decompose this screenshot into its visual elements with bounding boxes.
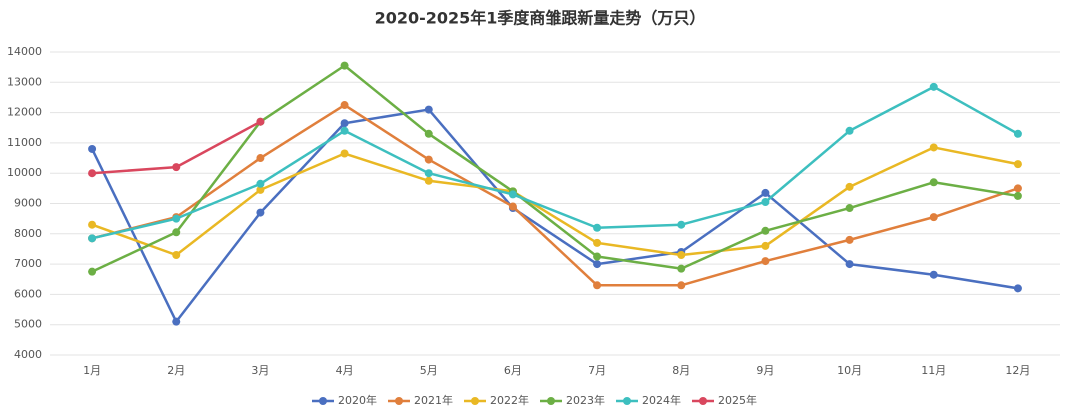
series-line (91, 85, 1019, 240)
point (256, 208, 265, 217)
point (1013, 191, 1022, 200)
chart-title: 2020-2025年1季度商雏跟新量走势（万只） (375, 9, 706, 28)
point (508, 202, 517, 211)
point (88, 220, 97, 229)
x-tick-label: 5月 (420, 364, 438, 377)
point (340, 149, 349, 158)
legend-label: 2024年 (642, 393, 681, 407)
point (256, 154, 265, 163)
point (424, 129, 433, 138)
point (761, 226, 770, 235)
point (929, 178, 938, 187)
point (172, 163, 181, 172)
point (929, 213, 938, 222)
point (256, 179, 265, 188)
point (761, 188, 770, 197)
x-tick-label: 1月 (83, 364, 101, 377)
x-tick-label: 2月 (167, 364, 185, 377)
x-tick-label: 12月 (1005, 364, 1030, 377)
point (593, 281, 602, 290)
point (1013, 284, 1022, 293)
point (172, 228, 181, 237)
legend-marker (319, 397, 327, 405)
y-tick-label: 11000 (7, 136, 42, 149)
point (677, 251, 686, 260)
point (677, 281, 686, 290)
point (677, 220, 686, 229)
y-tick-label: 13000 (7, 75, 42, 88)
point (340, 119, 349, 128)
point (929, 270, 938, 279)
point (845, 182, 854, 191)
legend-marker (623, 397, 631, 405)
point (172, 214, 181, 223)
x-tick-label: 9月 (756, 364, 774, 377)
point (593, 260, 602, 269)
point (1013, 184, 1022, 193)
point (424, 105, 433, 114)
series-line (91, 64, 1019, 273)
point (88, 267, 97, 276)
point (88, 234, 97, 243)
y-tick-label: 5000 (14, 318, 42, 331)
y-tick-label: 9000 (14, 197, 42, 210)
point (845, 126, 854, 135)
point (88, 144, 97, 153)
y-tick-label: 7000 (14, 257, 42, 270)
point (845, 235, 854, 244)
point (845, 260, 854, 269)
series-line (90, 108, 1019, 323)
point (172, 317, 181, 326)
legend-marker (547, 397, 555, 405)
point (761, 197, 770, 206)
point (340, 61, 349, 70)
point (340, 126, 349, 135)
point (929, 143, 938, 152)
point (1013, 160, 1022, 169)
y-tick-label: 8000 (14, 227, 42, 240)
legend-marker (699, 397, 707, 405)
point (845, 204, 854, 213)
point (424, 169, 433, 178)
series-line (91, 146, 1019, 257)
point (256, 185, 265, 194)
y-tick-label: 10000 (7, 166, 42, 179)
legend-label: 2020年 (338, 393, 377, 407)
x-tick-label: 8月 (672, 364, 690, 377)
point (1013, 129, 1022, 138)
legend-label: 2025年 (718, 393, 757, 407)
point (593, 223, 602, 232)
point (761, 257, 770, 266)
x-tick-label: 7月 (588, 364, 606, 377)
x-tick-label: 3月 (251, 364, 269, 377)
point (593, 252, 602, 261)
point (761, 241, 770, 250)
y-tick-label: 12000 (7, 106, 42, 119)
legend-label: 2023年 (566, 393, 605, 407)
x-tick-label: 11月 (921, 364, 946, 377)
point (593, 238, 602, 247)
point (424, 155, 433, 164)
legend-label: 2021年 (414, 393, 453, 407)
point (256, 117, 265, 126)
y-tick-label: 4000 (14, 348, 42, 361)
legend-marker (471, 397, 479, 405)
x-tick-label: 6月 (504, 364, 522, 377)
y-tick-label: 6000 (14, 287, 42, 300)
point (508, 190, 517, 199)
point (172, 251, 181, 260)
point (88, 169, 97, 178)
x-tick-label: 10月 (837, 364, 862, 377)
legend-label: 2022年 (490, 393, 529, 407)
point (677, 264, 686, 273)
point (340, 101, 349, 110)
legend-marker (395, 397, 403, 405)
point (424, 176, 433, 185)
y-tick-label: 14000 (7, 45, 42, 58)
series-line (91, 103, 1019, 287)
point (929, 82, 938, 91)
x-tick-label: 4月 (336, 364, 354, 377)
